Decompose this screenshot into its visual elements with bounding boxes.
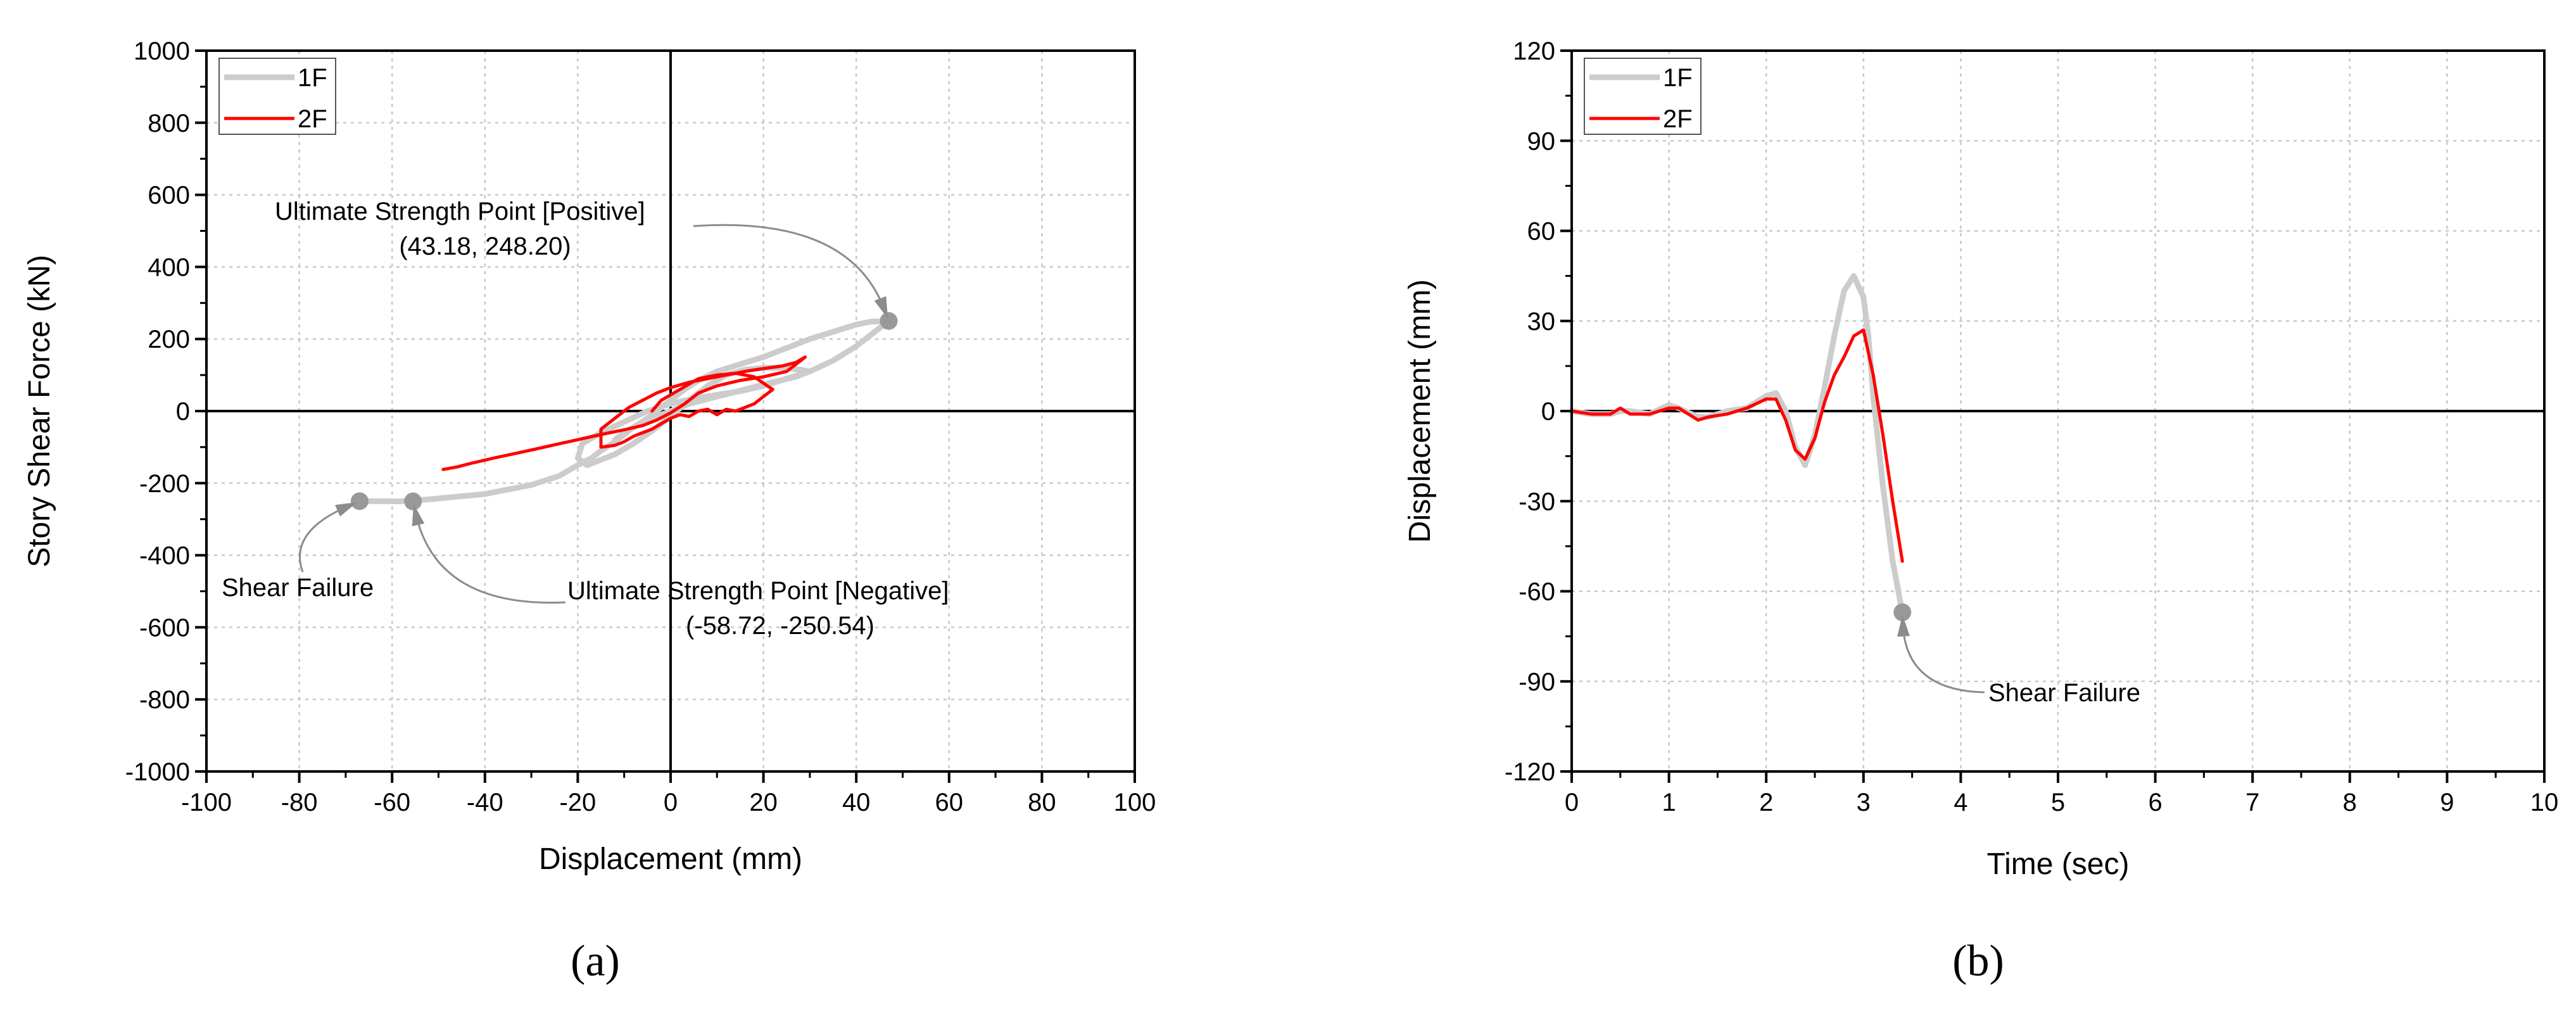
chart-a-legend: 1F 2F (218, 58, 336, 135)
x-tick-label: 60 (935, 789, 964, 816)
annotation-point-marker (404, 492, 422, 511)
x-tick-label: 20 (749, 789, 778, 816)
y-tick-label: -600 (139, 614, 190, 642)
annotation-point-marker (350, 492, 369, 511)
chart-b-panel-label: (b) (1952, 937, 2004, 986)
chart-b-arrows (1897, 614, 1985, 694)
chart-b-legend-label-2f: 2F (1663, 105, 1693, 133)
x-tick-label: 3 (1857, 789, 1871, 816)
annotation-arrowhead (874, 296, 888, 319)
y-tick-label: 0 (1541, 398, 1555, 426)
x-tick-label: -60 (374, 789, 410, 816)
chart-b-legend-box (1584, 58, 1702, 135)
y-tick-label: 400 (148, 253, 190, 281)
x-tick-label: 10 (2530, 789, 2559, 816)
y-tick-label: -60 (1518, 578, 1555, 606)
y-tick-label: 60 (1527, 218, 1556, 246)
x-tick-label: -40 (467, 789, 503, 816)
annotation-negative-value: (-58.72, -250.54) (686, 612, 874, 640)
series-2f-line (441, 355, 807, 471)
y-tick-label: -90 (1518, 668, 1555, 696)
y-tick-label: -30 (1518, 488, 1555, 516)
x-tick-label: 80 (1028, 789, 1056, 816)
x-tick-label: 100 (1114, 789, 1156, 816)
chart-a-legend-label-2f: 2F (298, 105, 327, 133)
x-tick-label: -80 (281, 789, 318, 816)
x-tick-label: 0 (664, 789, 678, 816)
annotation-arrowhead (1897, 614, 1910, 637)
x-tick-label: 5 (2051, 789, 2065, 816)
x-tick-label: 9 (2440, 789, 2454, 816)
annotation-arrowhead (412, 504, 425, 526)
chart-a-series (357, 318, 892, 505)
x-tick-label: 7 (2245, 789, 2259, 816)
y-tick-label: 800 (148, 110, 190, 137)
x-tick-label: 6 (2148, 789, 2162, 816)
chart-a-arrows (299, 224, 888, 604)
chart-a: -100 -80 -60 -40 -20 0 20 40 60 80 100-1000-800-60… (23, 37, 1156, 986)
annotation-point-marker (880, 312, 898, 330)
x-tick-label: 0 (1565, 789, 1579, 816)
x-tick-label: 8 (2343, 789, 2357, 816)
chart-a-xlabel: Displacement (mm) (539, 842, 802, 876)
y-tick-label: 200 (148, 326, 190, 353)
chart-a-legend-box (218, 58, 336, 135)
annotation-arrowhead (335, 502, 358, 517)
x-tick-label: -100 (181, 789, 232, 816)
y-tick-label: 30 (1527, 308, 1556, 336)
chart-b-markers (1893, 603, 1912, 621)
y-tick-label: -1000 (125, 758, 190, 786)
chart-b: 0 1 2 3 4 5 6 7 8 9 10 -120 -90 -60 -30 0 30 60 90 120 Time… (1403, 37, 2558, 986)
x-tick-label: -20 (559, 789, 596, 816)
x-tick-label: 40 (842, 789, 871, 816)
annotation-arrow (299, 505, 349, 573)
annotation-b-shear-failure: Shear Failure (1988, 679, 2140, 707)
y-tick-label: -800 (139, 686, 190, 714)
chart-a-markers (350, 312, 898, 511)
chart-a-legend-label-1f: 1F (298, 64, 327, 92)
y-tick-label: 90 (1527, 127, 1556, 155)
y-tick-label: -400 (139, 542, 190, 570)
chart-b-legend: 1F 2F (1584, 58, 1702, 135)
annotation-arrow (415, 513, 566, 604)
x-tick-label: 4 (1954, 789, 1967, 816)
y-tick-label: -120 (1505, 758, 1555, 786)
annotation-positive-title: Ultimate Strength Point [Positive] (275, 198, 645, 225)
y-tick-label: 1000 (134, 37, 190, 65)
x-tick-label: 1 (1662, 789, 1676, 816)
annotation-point-marker (1893, 603, 1912, 621)
y-tick-label: -200 (139, 470, 190, 498)
annotation-negative-title: Ultimate Strength Point [Negative] (567, 577, 949, 605)
y-tick-label: 120 (1513, 37, 1555, 65)
chart-b-ylabel: Displacement (mm) (1403, 279, 1437, 543)
series-1f-line (1569, 273, 1905, 616)
y-tick-label: 600 (148, 182, 190, 210)
chart-a-panel-label: (a) (571, 937, 620, 986)
chart-b-xlabel: Time (sec) (1987, 847, 2130, 881)
annotation-a-shear-failure: Shear Failure (222, 574, 374, 602)
annotation-arrow (693, 224, 885, 310)
annotation-positive-value: (43.18, 248.20) (399, 232, 571, 260)
chart-b-series (1569, 273, 1905, 616)
y-tick-label: 0 (176, 398, 190, 426)
chart-b-legend-label-1f: 1F (1663, 64, 1693, 92)
x-tick-label: 2 (1759, 789, 1773, 816)
chart-b-ticks: 0 1 2 3 4 5 6 7 8 9 10 -120 -90 -60 -30 0 30 60 90 120 (1505, 37, 2558, 816)
series-2f-line (1570, 328, 1904, 563)
annotation-arrow (1902, 625, 1985, 694)
chart-a-ticks: -100 -80 -60 -40 -20 0 20 40 60 80 100-1000-800-60… (125, 37, 1156, 816)
chart-a-ylabel: Story Shear Force (kN) (23, 255, 56, 567)
